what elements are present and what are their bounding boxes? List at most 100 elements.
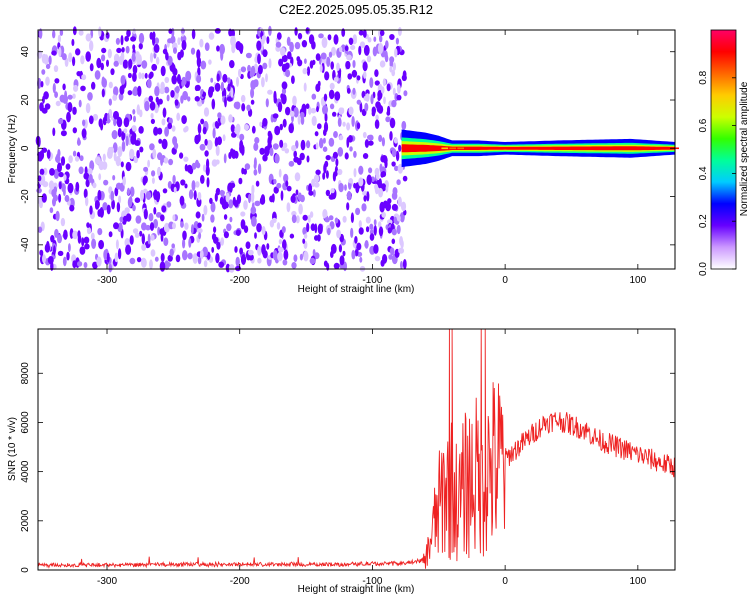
noise-speckle [363, 71, 367, 79]
noise-speckle [39, 150, 45, 160]
noise-speckle [322, 172, 326, 180]
noise-speckle [281, 54, 288, 63]
noise-speckle [248, 193, 251, 204]
noise-speckle [191, 180, 196, 191]
noise-speckle [262, 117, 268, 127]
noise-speckle [92, 182, 97, 189]
noise-speckle [377, 42, 384, 54]
noise-speckle [206, 177, 210, 188]
noise-speckle [197, 256, 202, 265]
noise-speckle [236, 76, 239, 87]
noise-speckle [299, 253, 303, 261]
noise-speckle [136, 257, 142, 263]
noise-speckle [303, 82, 307, 92]
noise-speckle [83, 172, 90, 180]
noise-speckle [149, 259, 153, 270]
noise-speckle [228, 114, 233, 123]
noise-speckle [228, 28, 233, 37]
noise-speckle [254, 232, 257, 239]
noise-speckle [353, 37, 357, 44]
noise-speckle [173, 142, 179, 150]
noise-speckle [51, 188, 57, 198]
snr-y-axis-label: SNR (10 * v/v) [7, 417, 18, 481]
noise-speckle [344, 45, 349, 51]
noise-speckle [336, 62, 340, 71]
noise-speckle [234, 126, 238, 134]
noise-speckle [292, 95, 297, 106]
noise-speckle [180, 28, 185, 34]
noise-speckle [97, 189, 102, 201]
noise-speckle [57, 250, 64, 256]
noise-speckle [48, 55, 52, 65]
noise-speckle [254, 79, 259, 87]
noise-speckle [328, 51, 333, 58]
noise-speckle [364, 102, 369, 112]
noise-speckle [385, 202, 391, 212]
noise-speckle [288, 123, 295, 134]
noise-speckle [328, 137, 335, 147]
noise-speckle [161, 138, 168, 150]
spectrogram-y-tick-label: 40 [20, 46, 31, 58]
noise-speckle [317, 234, 321, 242]
noise-speckle [403, 90, 408, 97]
noise-speckle [89, 205, 93, 215]
noise-speckle [147, 78, 152, 89]
noise-speckle [379, 30, 385, 36]
noise-speckle [118, 55, 124, 65]
colorbar-tick-label: 0.4 [698, 166, 709, 180]
noise-speckle [129, 128, 133, 135]
noise-speckle [212, 127, 216, 139]
noise-speckle [170, 35, 176, 45]
noise-speckle [157, 226, 161, 236]
spectrogram-x-tick-label: -200 [230, 275, 250, 286]
noise-speckle [87, 92, 93, 101]
noise-speckle [351, 116, 355, 127]
noise-speckle [72, 127, 78, 134]
noise-speckle [62, 256, 67, 267]
noise-speckle [42, 95, 45, 104]
noise-speckle [311, 178, 316, 188]
noise-speckle [36, 187, 42, 194]
noise-speckle [119, 216, 124, 223]
noise-speckle [327, 34, 332, 41]
noise-speckle [150, 112, 154, 119]
noise-speckle [398, 247, 405, 254]
noise-speckle [127, 187, 130, 196]
noise-speckle [358, 177, 364, 187]
noise-speckle [369, 77, 374, 89]
noise-speckle [224, 96, 227, 108]
noise-speckle [180, 179, 186, 186]
noise-speckle [345, 60, 351, 70]
noise-speckle [244, 163, 251, 170]
noise-speckle [377, 90, 383, 100]
noise-speckle [238, 177, 243, 185]
noise-speckle [254, 137, 260, 144]
noise-speckle [217, 112, 222, 119]
noise-speckle [62, 95, 68, 104]
noise-speckle [337, 117, 342, 128]
noise-speckle [382, 254, 388, 264]
noise-speckle [101, 54, 106, 62]
noise-speckle [384, 159, 388, 169]
noise-speckle [184, 183, 188, 189]
noise-speckle [190, 47, 196, 55]
noise-speckle [389, 117, 396, 129]
noise-speckle [230, 87, 234, 98]
noise-speckle [251, 184, 255, 195]
colorbar: 0.0 0.2 0.4 0.6 0.8 Normalized spectral ampl… [698, 29, 750, 276]
noise-speckle [126, 29, 131, 37]
noise-speckle [308, 106, 312, 115]
noise-speckle [80, 55, 85, 65]
noise-speckle [160, 155, 164, 166]
noise-speckle [67, 102, 73, 113]
noise-speckle [286, 202, 291, 213]
noise-speckle [288, 160, 295, 167]
noise-speckle [197, 66, 201, 77]
noise-speckle [320, 52, 327, 60]
noise-speckle [148, 213, 154, 222]
noise-speckle [324, 71, 330, 81]
noise-speckle [148, 73, 153, 80]
noise-speckle [210, 201, 216, 213]
noise-speckle [239, 133, 245, 141]
noise-speckle [361, 203, 367, 212]
